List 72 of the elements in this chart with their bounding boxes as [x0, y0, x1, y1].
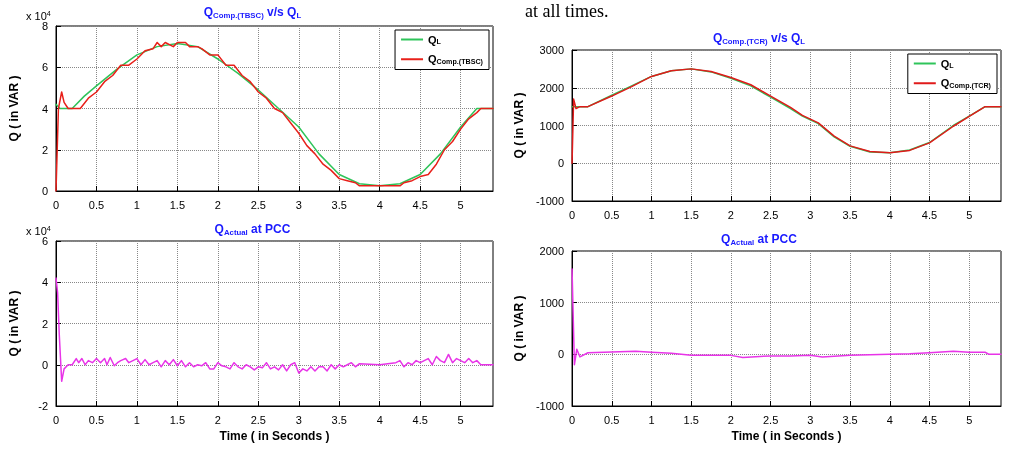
x-tick-label: 4: [886, 413, 893, 426]
x-tick-label: 2: [727, 208, 734, 221]
x-tick-label: 2.5: [762, 208, 779, 221]
x-tick-label: 4.5: [412, 198, 428, 211]
x-tick-label: 5: [966, 208, 973, 221]
text: at all times.: [525, 1, 609, 21]
y-tick-label: 0: [557, 348, 565, 361]
y-axis-title: Q ( in VAR ): [512, 92, 526, 159]
y-tick-label: 1000: [539, 296, 565, 309]
y-tick-label: 0: [41, 358, 48, 371]
x-tick-label: 4.5: [921, 208, 938, 221]
x-axis-title: Time ( in Seconds ): [219, 429, 330, 443]
x-tick-label: 3: [807, 413, 814, 426]
x-tick-label: 5: [457, 198, 464, 211]
y-tick-label: 1000: [539, 119, 565, 132]
y-tick-label: -2: [38, 400, 48, 412]
x-tick-label: 2: [727, 413, 734, 426]
x-tick-label: 1.5: [169, 413, 186, 426]
x-tick-label: 0: [52, 413, 60, 426]
x-tick-label: 0.5: [604, 208, 620, 221]
y-axis-title: Q ( in VAR ): [7, 290, 21, 357]
x-tick-label: 1: [648, 413, 655, 426]
x-tick-label: 0: [568, 208, 576, 221]
x-tick-label: 0: [52, 198, 60, 211]
x-tick-label: 0: [568, 413, 576, 426]
x-tick-label: 3.5: [331, 413, 347, 426]
line-series: [571, 268, 1002, 366]
x-tick-label: 5: [457, 413, 464, 426]
x-tick-label: 2: [214, 413, 221, 426]
y-axis-title: Q ( in VAR ): [7, 75, 21, 142]
x-tick-label: 3.5: [842, 413, 858, 426]
x-tick-label: 0.5: [88, 198, 105, 211]
x-tick-label: 3: [295, 198, 302, 211]
y-tick-label: 2000: [539, 245, 565, 257]
y-tick-label: 3000: [539, 44, 565, 56]
x-tick-label: 2: [214, 198, 221, 211]
x-tick-label: 2.5: [762, 413, 779, 426]
x-tick-label: 1: [133, 198, 140, 211]
x-tick-label: 4.5: [412, 413, 428, 426]
y-tick-label: 6: [41, 235, 48, 247]
x-tick-label: 5: [966, 413, 973, 426]
x-tick-label: 2.5: [250, 198, 266, 211]
x-tick-label: 3.5: [842, 208, 858, 221]
y-tick-label: -1000: [535, 195, 565, 207]
y-tick-label: 2: [41, 143, 48, 156]
x-tick-label: 4: [376, 198, 383, 211]
y-tick-label: -1000: [535, 400, 565, 412]
line-series: [55, 277, 494, 382]
y-tick-label: 4: [41, 102, 48, 115]
x-tick-label: 0.5: [604, 413, 620, 426]
x-tick-label: 3: [295, 413, 302, 426]
x-tick-label: 1.5: [683, 208, 699, 221]
x-tick-label: 4: [886, 208, 893, 221]
y-tick-label: 8: [41, 20, 48, 32]
y-tick-label: 0: [557, 157, 565, 170]
x-tick-label: 1: [648, 208, 655, 221]
y-tick-label: 2: [41, 317, 48, 330]
y-tick-label: 0: [41, 185, 48, 197]
x-axis-title: Time ( in Seconds ): [731, 429, 842, 443]
y-tick-label: 2000: [539, 81, 565, 94]
x-tick-label: 4.5: [921, 413, 938, 426]
x-tick-label: 1.5: [683, 413, 699, 426]
y-axis-title: Q ( in VAR ): [512, 295, 526, 362]
x-tick-label: 2.5: [250, 413, 266, 426]
y-tick-label: 6: [41, 61, 48, 74]
y-tick-label: 4: [41, 276, 48, 289]
x-tick-label: 4: [376, 413, 383, 426]
x-tick-label: 1: [133, 413, 140, 426]
x-tick-label: 3: [807, 208, 814, 221]
x-tick-label: 0.5: [88, 413, 105, 426]
x-tick-label: 1.5: [169, 198, 186, 211]
x-tick-label: 3.5: [331, 198, 347, 211]
